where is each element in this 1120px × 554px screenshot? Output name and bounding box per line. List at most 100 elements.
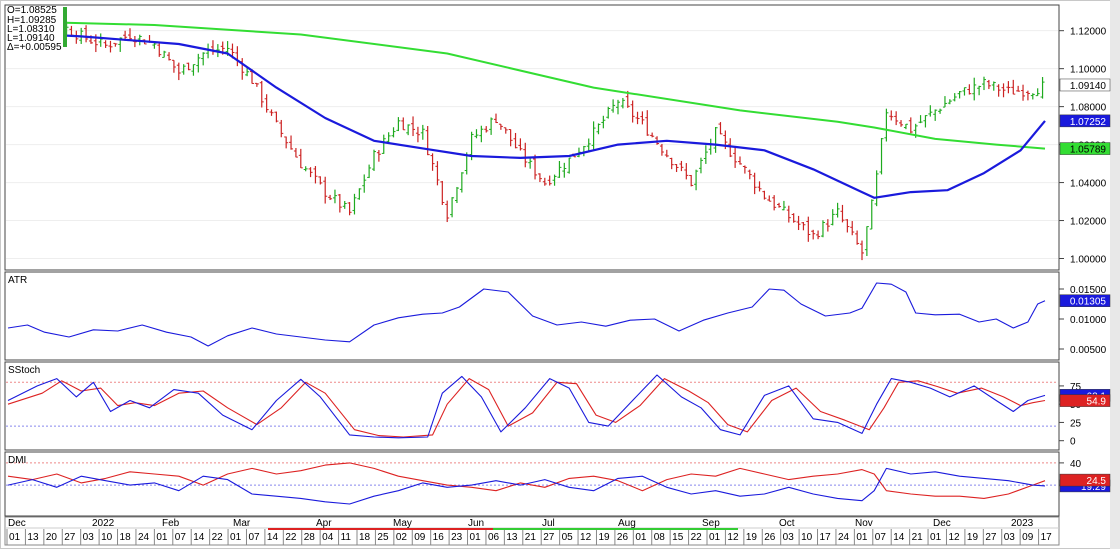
ohlc-readout: O=1.08525 H=1.09285 L=1.08310 L=1.09140 …	[6, 5, 67, 53]
x-axis-day-label: 22	[691, 532, 703, 543]
x-axis-day-label: 22	[285, 532, 297, 543]
x-axis-month-label: Jul	[542, 518, 555, 529]
atr-axis-tick-label: 0.01500	[1070, 285, 1107, 296]
x-axis-day-label: 01	[470, 532, 482, 543]
x-axis-day-label: 13	[506, 532, 518, 543]
x-axis-day-label: 09	[1022, 532, 1034, 543]
green-moving-average-line	[7, 20, 1046, 150]
x-axis-day-label: 18	[120, 532, 132, 543]
price-last-value-tag	[1059, 78, 1111, 92]
x-axis-day-label: 01	[635, 532, 647, 543]
x-axis-day-label: 02	[396, 532, 408, 543]
x-axis-day-label: 07	[875, 532, 887, 543]
price-axis-tick-label: 1.08000	[1070, 103, 1107, 114]
dmi-last-value-text: 24.5	[1087, 476, 1107, 487]
x-axis-day-label: 27	[985, 532, 997, 543]
dmi-pane-frame	[4, 451, 1060, 517]
x-axis-day-label: 12	[727, 532, 739, 543]
x-axis-day-label: 20	[46, 532, 58, 543]
x-axis-day-label: 24	[838, 532, 850, 543]
x-axis-month-label: 2022	[92, 518, 115, 529]
dmi-line-group	[7, 462, 1046, 505]
x-axis-month-label: Mar	[233, 518, 251, 529]
x-axis-day-label: 01	[230, 532, 242, 543]
x-axis-day-label: 12	[948, 532, 960, 543]
atr-y-axis: 0.01500 0.01000 0.00500	[1059, 285, 1107, 356]
price-axis-tick-label: 1.04000	[1070, 179, 1107, 190]
x-axis-day-label: 03	[1004, 532, 1016, 543]
x-axis-month-label: Dec	[933, 518, 951, 529]
price-last-value-text: 1.07252	[1070, 117, 1107, 128]
sstoch-last-value-text: 54.9	[1087, 397, 1107, 408]
x-axis-day-label: 17	[820, 532, 832, 543]
x-axis-day-label: 23	[451, 532, 463, 543]
sstoch-line-group	[7, 374, 1046, 439]
price-moving-averages	[7, 20, 1046, 199]
x-axis-day-label: 07	[175, 532, 187, 543]
x-axis-day-label: 14	[893, 532, 905, 543]
x-axis-day-label: 01	[709, 532, 721, 543]
x-axis-day-label: 21	[912, 532, 924, 543]
x-axis-green-range-marker	[493, 528, 738, 530]
sstoch-pane-frame	[4, 361, 1060, 451]
sstoch-title: SStoch	[8, 365, 40, 376]
x-axis-day-label: 14	[193, 532, 205, 543]
x-axis-month-label: Aug	[618, 518, 636, 529]
x-axis-day-label: 01	[156, 532, 168, 543]
atr-last-value-text: 0.01305	[1070, 297, 1107, 308]
x-axis-day-label: 06	[488, 532, 500, 543]
right-scrollbar-edge	[1110, 0, 1120, 549]
atr-axis-tick-label: 0.00500	[1070, 345, 1107, 356]
ohlc-low: L=1.08310	[7, 24, 55, 35]
x-axis-month-label: Dec	[8, 518, 26, 529]
price-axis-tick-label: 1.10000	[1070, 65, 1107, 76]
sstoch-last-value-tag	[1059, 394, 1111, 407]
x-axis-month-label: Sep	[702, 518, 720, 529]
x-axis-month-label: Apr	[316, 518, 332, 529]
x-axis-day-label: 12	[580, 532, 592, 543]
x-axis-day-label: 13	[27, 532, 39, 543]
last-value-tags: 1.091401.072521.057890.0130562.154.919.2…	[1059, 78, 1111, 493]
ohlc-high: H=1.09285	[7, 15, 57, 26]
x-axis-day-label: 01	[856, 532, 868, 543]
x-axis-day-label: 22	[212, 532, 224, 543]
sstoch-reference-lines	[6, 381, 1058, 427]
x-axis-day-label: 21	[525, 532, 537, 543]
x-axis-day-label: 14	[267, 532, 279, 543]
x-axis-day-label: 26	[617, 532, 629, 543]
x-axis-red-range-marker	[268, 528, 493, 530]
x-axis	[4, 516, 1060, 546]
x-axis-month-label: May	[393, 518, 412, 529]
price-gridlines	[6, 30, 1058, 260]
x-axis-day-label: 28	[304, 532, 316, 543]
x-axis-month-label: Oct	[779, 518, 795, 529]
x-axis-day-label: 01	[930, 532, 942, 543]
dmi-last-value-tag	[1059, 473, 1111, 487]
dmi-plus-line	[7, 462, 1046, 499]
price-pane-frame	[4, 4, 1060, 271]
x-axis-day-label: 19	[746, 532, 758, 543]
atr-line-group	[7, 282, 1046, 347]
ohlc-readout-bar-marker	[63, 7, 67, 47]
sstoch-axis-tick-label: 25	[1070, 418, 1082, 429]
x-axis-day-label: 27	[64, 532, 76, 543]
x-axis-day-label: 25	[377, 532, 389, 543]
atr-last-value-tag	[1059, 294, 1111, 307]
price-last-value-text: 1.05789	[1070, 145, 1107, 156]
x-axis-month-label: Nov	[855, 518, 873, 529]
x-axis-day-label: 16	[433, 532, 445, 543]
sstoch-axis-tick-label: 75	[1070, 382, 1082, 393]
x-axis-day-label: 09	[414, 532, 426, 543]
x-axis-day-label: 03	[783, 532, 795, 543]
x-axis-month-label: Jun	[468, 518, 484, 529]
blue-moving-average-line	[7, 31, 1046, 199]
x-axis-day-label: 11	[341, 532, 352, 543]
x-axis-day-label: 26	[764, 532, 776, 543]
x-axis-day-label: 10	[801, 532, 813, 543]
price-last-value-tag	[1059, 114, 1111, 128]
sstoch-axis-tick-label: 0	[1070, 437, 1076, 448]
x-axis-month-labels: Dec 2022 Feb Mar Apr May Jun Jul Aug Sep Oct Nov Dec…	[8, 518, 1034, 529]
x-axis-day-label: 04	[322, 532, 334, 543]
price-axis-tick-label: 1.02000	[1070, 217, 1107, 228]
